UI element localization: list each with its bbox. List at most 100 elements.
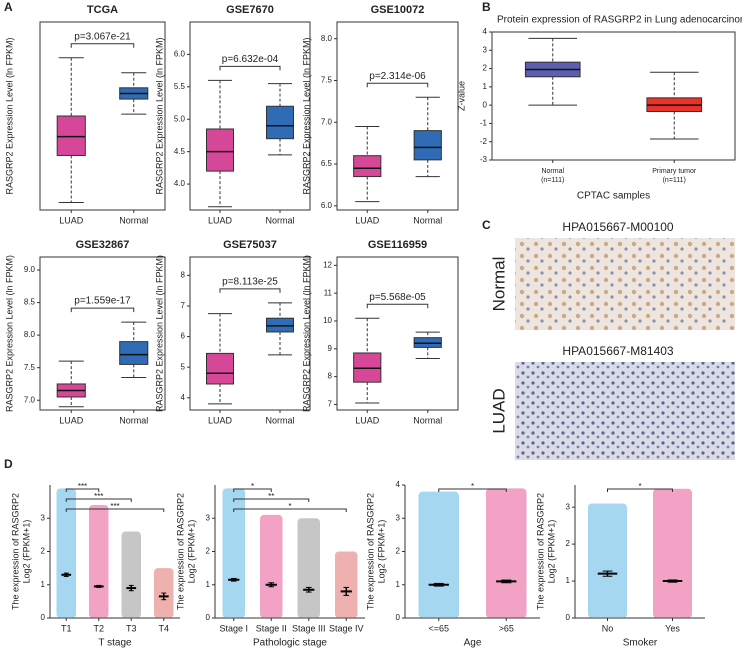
y-axis-label: RASGRP2 Expression Level (ln FPKM) bbox=[4, 37, 14, 194]
y-axis-label: Log2 (FPKM+1) bbox=[376, 520, 386, 584]
y-tick-label: 1 bbox=[483, 82, 488, 91]
y-axis-label: The expression of RASGRP2 bbox=[535, 493, 545, 610]
p-value: p=5.568e-05 bbox=[369, 292, 426, 303]
x-tick-label: Normal bbox=[119, 415, 148, 425]
panel-label: C bbox=[482, 218, 491, 232]
x-tick-label: Stage IV bbox=[329, 623, 364, 633]
bracket bbox=[65, 508, 165, 512]
y-tick-label: 6 bbox=[181, 332, 186, 341]
y-axis-label: Log2 (FPKM+1) bbox=[546, 520, 556, 584]
y-tick-label: 4 bbox=[396, 480, 401, 489]
y-tick-label: 3 bbox=[206, 513, 211, 522]
x-tick-label: Normal bbox=[265, 415, 294, 425]
box bbox=[353, 155, 382, 178]
significance: *** bbox=[110, 502, 119, 511]
y-tick-label: -1 bbox=[480, 119, 488, 128]
y-tick-label: 6.0 bbox=[321, 201, 333, 210]
y-tick-label: 0 bbox=[396, 613, 401, 622]
spread bbox=[56, 488, 76, 618]
chart-title: GSE32867 bbox=[76, 239, 130, 251]
y-tick-label: 4 bbox=[483, 27, 488, 36]
box bbox=[119, 341, 149, 365]
spread bbox=[297, 518, 320, 618]
y-tick-label: -2 bbox=[480, 137, 488, 146]
box bbox=[206, 128, 234, 172]
y-tick-label: 1 bbox=[566, 576, 571, 585]
x-axis-label: Age bbox=[464, 638, 482, 649]
x-tick-label: T4 bbox=[158, 623, 169, 633]
plot-frame bbox=[39, 21, 166, 211]
y-tick-label: 7 bbox=[328, 400, 333, 409]
bracket bbox=[233, 508, 347, 512]
chart-title: Protein expression of RASGRP2 in Lung ad… bbox=[497, 15, 742, 26]
bracket bbox=[233, 488, 272, 492]
x-tick-label: Yes bbox=[665, 623, 680, 633]
bracket bbox=[366, 82, 429, 88]
y-tick-label: 8.0 bbox=[24, 330, 36, 339]
y-tick-label: 0 bbox=[566, 613, 571, 622]
x-axis-label: T stage bbox=[98, 638, 132, 649]
x-tick-label: LUAD bbox=[59, 415, 84, 425]
y-axis-label: RASGRP2 Expression Level (ln FPKM) bbox=[4, 255, 14, 412]
spread bbox=[335, 551, 358, 618]
x-tick-label: <=65 bbox=[428, 623, 449, 633]
chart-title: GSE116959 bbox=[368, 239, 427, 251]
y-axis-label: RASGRP2 Expression Level (ln FPKM) bbox=[301, 37, 311, 194]
x-tick-label: No bbox=[602, 623, 614, 633]
y-tick-label: 8.5 bbox=[24, 298, 36, 307]
x-tick-label: T1 bbox=[61, 623, 72, 633]
plot-frame bbox=[336, 21, 459, 211]
y-tick-label: 3 bbox=[566, 502, 571, 511]
y-tick-label: 10 bbox=[323, 316, 332, 325]
significance: *** bbox=[94, 492, 103, 501]
y-tick-label: 8.0 bbox=[321, 34, 333, 43]
chart-title: GSE10072 bbox=[371, 4, 425, 16]
x-tick-label: LUAD bbox=[59, 215, 84, 225]
y-tick-label: 3 bbox=[41, 513, 46, 522]
y-axis-label: RASGRP2 Expression Level (ln FPKM) bbox=[154, 37, 164, 194]
ihc-label: Normal bbox=[489, 257, 508, 312]
bracket bbox=[233, 498, 310, 502]
bracket bbox=[70, 43, 135, 48]
y-axis-label: Z-value bbox=[456, 81, 466, 111]
plot-frame bbox=[189, 21, 311, 211]
y-tick-label: 5 bbox=[181, 362, 186, 371]
plot-frame bbox=[39, 256, 166, 411]
panel-label: A bbox=[4, 0, 13, 14]
x-tick-label: LUAD bbox=[208, 215, 233, 225]
y-tick-label: 2 bbox=[396, 547, 401, 556]
y-axis-label: Log2 (FPKM+1) bbox=[21, 520, 31, 584]
y-tick-label: 1 bbox=[206, 580, 211, 589]
y-tick-label: 2 bbox=[41, 547, 46, 556]
spread bbox=[222, 488, 245, 618]
ihc-image bbox=[515, 238, 735, 330]
y-tick-label: 4 bbox=[181, 393, 186, 402]
y-tick-label: 8 bbox=[328, 372, 333, 381]
y-tick-label: 9 bbox=[328, 344, 333, 353]
x-tick-label: Normal bbox=[119, 215, 148, 225]
y-tick-label: 0 bbox=[41, 613, 46, 622]
chart-title: TCGA bbox=[87, 4, 118, 16]
x-tick-label: LUAD bbox=[355, 415, 380, 425]
y-tick-label: 6.5 bbox=[321, 159, 333, 168]
y-tick-label: 7.5 bbox=[321, 76, 333, 85]
plot-frame bbox=[336, 256, 459, 411]
y-axis-label: RASGRP2 Expression Level (ln FPKM) bbox=[154, 255, 164, 412]
box bbox=[56, 115, 86, 156]
y-tick-label: 0 bbox=[206, 613, 211, 622]
y-axis-label: The expression of RASGRP2 bbox=[10, 493, 20, 610]
x-axis-label: CPTAC samples bbox=[577, 191, 650, 202]
y-tick-label: 11 bbox=[324, 288, 333, 297]
x-tick-label: Stage III bbox=[292, 623, 326, 633]
y-tick-label: 7.0 bbox=[24, 395, 36, 404]
x-tick-label: >65 bbox=[499, 623, 514, 633]
bracket bbox=[219, 65, 281, 71]
y-axis-label: Log2 (FPKM+1) bbox=[186, 520, 196, 584]
y-tick-label: 7 bbox=[181, 301, 186, 310]
y-tick-label: 2 bbox=[206, 547, 211, 556]
ihc-title: HPA015667-M81403 bbox=[562, 344, 674, 358]
x-axis-label: Smoker bbox=[623, 638, 658, 649]
ihc-title: HPA015667-M00100 bbox=[562, 220, 674, 234]
p-value: p=1.559e-17 bbox=[74, 296, 131, 307]
p-value: p=3.067e-21 bbox=[74, 31, 131, 42]
